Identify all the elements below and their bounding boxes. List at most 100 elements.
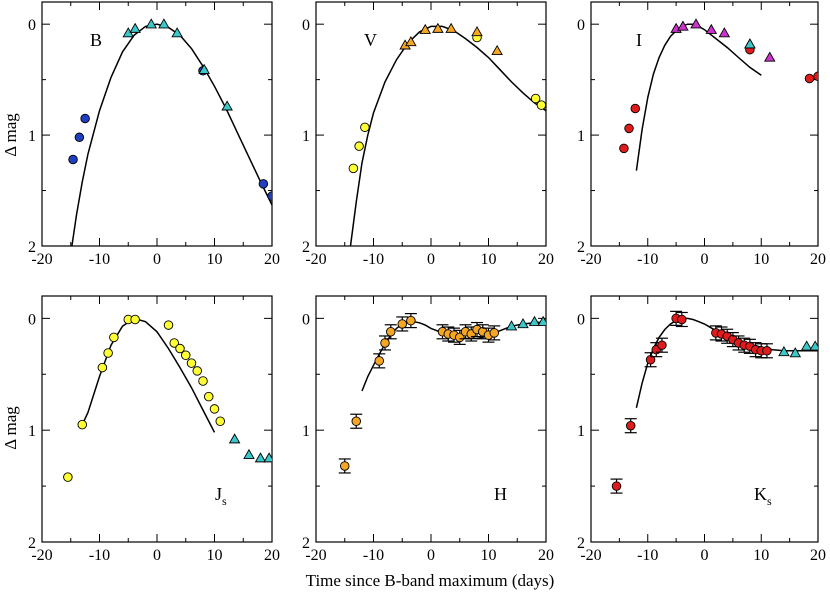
x-axis-label: Time since B-band maximum (days) [306,571,555,590]
x-tick-label: 0 [153,547,161,564]
data-point [536,100,546,110]
y-tick-label: 2 [28,239,36,256]
plot-area [610,310,818,494]
y-tick-label: 1 [302,423,310,440]
data-triangle [789,347,802,358]
model-curve [81,317,216,433]
x-tick-label: 20 [810,251,826,268]
x-tick-label: 20 [264,251,280,268]
band-label-main: I [636,30,642,50]
band-label: Js [215,484,227,508]
y-tick-label: 0 [302,311,310,328]
band-label: V [364,30,377,50]
data-point [406,315,416,326]
x-tick-label: 0 [701,251,709,268]
y-axis-label-top: Δ mag [1,113,20,157]
x-tick-label: 20 [264,547,280,564]
data-point [530,93,541,104]
y-tick-label: 0 [577,17,585,34]
data-triangle [528,315,541,326]
x-tick-label: -20 [305,547,326,564]
data-point [455,332,465,343]
data-triangle [505,320,518,331]
y-tick-label: 1 [28,423,36,440]
x-tick-label: 10 [753,547,769,564]
y-tick-label: 1 [577,128,585,145]
data-triangle [690,18,702,29]
plot-frame [315,1,547,247]
x-tick-label: 20 [810,547,826,564]
data-triangle [517,318,529,329]
model-curve [71,23,272,246]
band-label: B [90,30,102,50]
data-point [258,179,269,189]
panel-B: -20 -10 0 10 20 0 1 2 B [28,1,280,268]
y-tick-label: 2 [577,239,585,256]
data-point [186,358,197,368]
data-triangle [744,38,756,49]
y-tick-label: 0 [577,311,585,328]
model-curve [349,25,546,246]
data-triangle [198,63,210,74]
data-point [130,314,140,325]
data-point [489,328,500,338]
data-point [624,123,634,134]
y-tick-label: 2 [577,535,585,552]
data-triangle [445,22,457,33]
data-point [192,366,202,376]
band-label-main: B [90,30,102,50]
x-tick-label: -20 [31,547,52,564]
plot-area [68,18,272,246]
data-point [68,154,78,165]
x-tick-label: -10 [637,251,658,268]
data-point [677,314,687,325]
plot-area [348,22,546,246]
data-triangle [763,51,776,62]
band-label-main: V [364,30,377,50]
y-tick-label: 1 [577,423,585,440]
data-triangle [221,100,233,111]
panel-Ks: -20 -10 0 10 20 0 1 2 Ks [577,295,826,564]
x-tick-label: -10 [89,547,110,564]
data-point [198,376,208,386]
band-label-main: K [754,484,767,504]
data-point [813,71,818,82]
data-point [97,362,108,373]
panel-V: -20 -10 0 10 20 0 1 2 V [302,1,554,268]
x-tick-label: 0 [153,251,161,268]
band-label-main: H [494,484,507,504]
panel-H: -20 -10 0 10 20 0 1 2 H [302,295,554,564]
data-point [348,163,359,174]
data-point [169,338,179,348]
data-point [351,416,362,426]
x-tick-label: -10 [89,251,110,268]
data-point [380,338,390,348]
data-triangle [537,315,546,326]
y-tick-label: 1 [302,128,310,145]
data-point [374,356,385,366]
data-triangle [491,44,503,55]
data-point [611,481,622,491]
data-point [163,320,174,330]
data-point [103,348,113,358]
data-triangle [432,22,444,33]
band-label-sub: s [222,494,227,508]
data-triangle [171,27,183,38]
data-triangle [705,23,718,34]
data-triangle [718,27,731,38]
y-tick-label: 1 [28,128,36,145]
panel-I: -20 -10 0 10 20 0 1 2 I [577,1,826,268]
y-axis-label-bottom: Δ mag [1,406,20,450]
data-point [619,143,629,154]
x-tick-label: -20 [31,251,52,268]
y-tick-label: 0 [302,17,310,34]
x-tick-label: -10 [637,547,658,564]
data-point [360,122,370,133]
data-point [397,319,408,329]
x-tick-label: 10 [481,251,497,268]
plot-area [338,313,546,474]
x-tick-label: 20 [538,547,554,564]
data-point [354,141,364,151]
data-point [109,332,119,343]
